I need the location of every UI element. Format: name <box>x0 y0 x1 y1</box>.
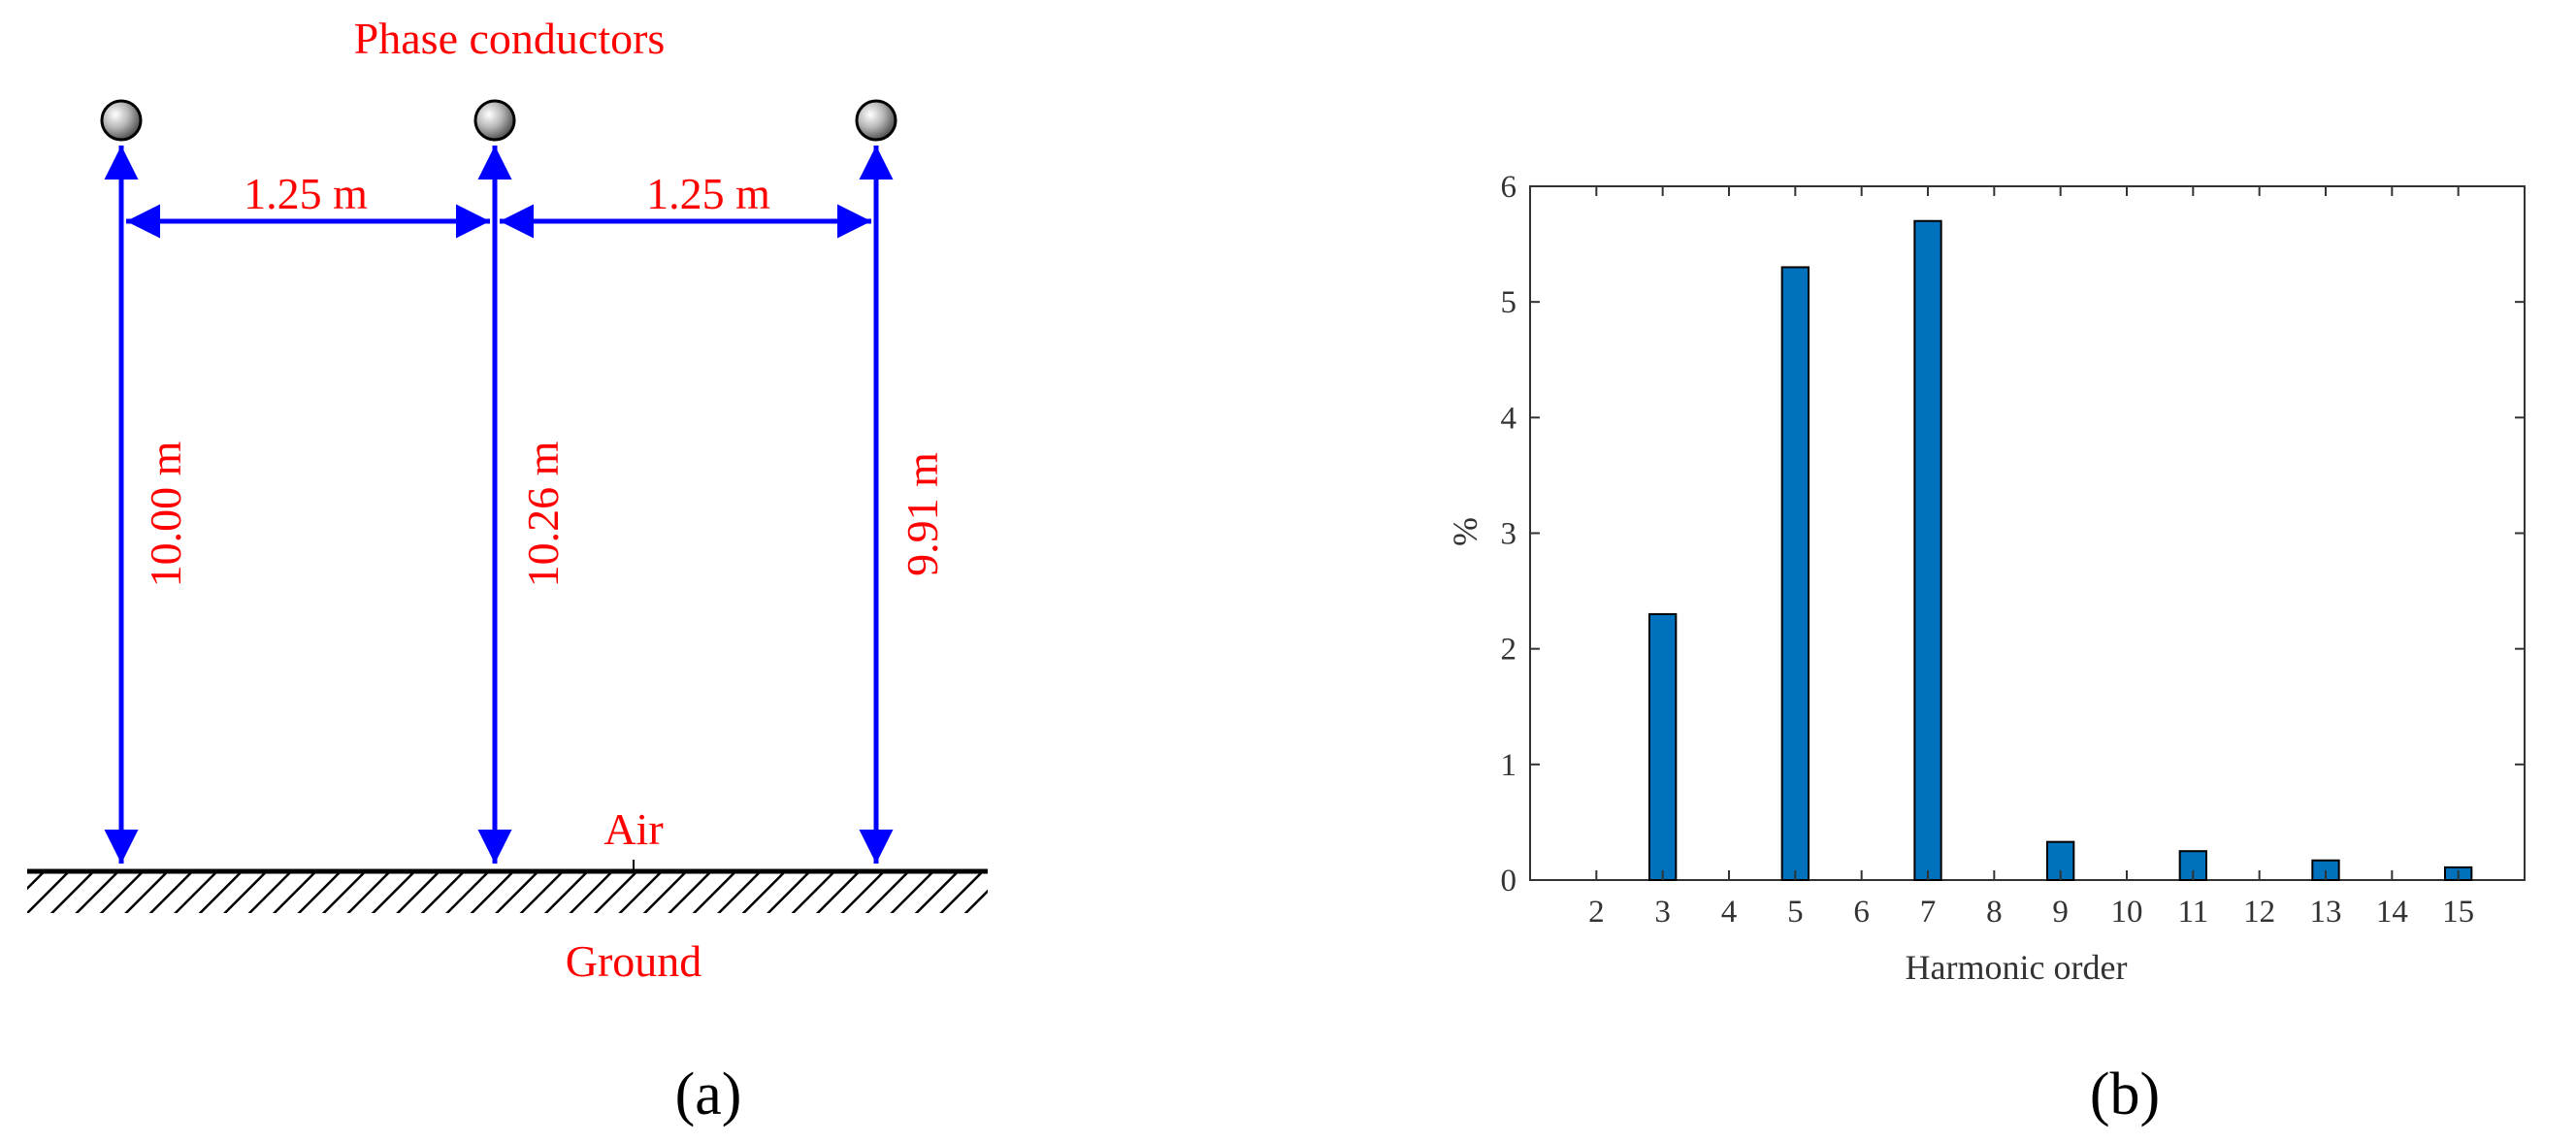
x-tick-label: 5 <box>1787 895 1804 930</box>
y-tick-label: 0 <box>1501 864 1517 898</box>
sphere-icon <box>857 101 896 140</box>
conductor-left <box>102 101 141 140</box>
chart-axes <box>1530 186 2525 880</box>
sphere-icon <box>102 101 141 140</box>
x-axis-title: Harmonic order <box>1906 948 2128 987</box>
x-tick-label: 12 <box>2243 895 2275 930</box>
ground-label: Ground <box>566 936 702 986</box>
spacing-label-left: 1.25 m <box>244 169 368 218</box>
air-label: Air <box>603 804 663 854</box>
conductor-right <box>857 101 896 140</box>
bar-harmonic-5 <box>1782 267 1809 880</box>
bar-harmonic-7 <box>1914 221 1940 880</box>
x-tick-label: 15 <box>2442 895 2474 930</box>
x-tick-label: 6 <box>1853 895 1870 930</box>
y-tick-label: 2 <box>1501 633 1517 668</box>
y-tick-label: 3 <box>1501 517 1517 552</box>
chart-x-ticks: 2 3 4 5 6 7 8 9 10 11 12 13 14 15 <box>1588 186 2474 930</box>
y-tick-label: 1 <box>1501 748 1517 783</box>
x-tick-label: 10 <box>2111 895 2143 930</box>
x-tick-label: 13 <box>2310 895 2342 930</box>
height-label-middle: 10.26 m <box>518 441 568 587</box>
height-label-left: 10.00 m <box>141 441 190 587</box>
x-tick-label: 11 <box>2177 895 2208 930</box>
x-tick-label: 2 <box>1588 895 1605 930</box>
y-tick-label: 4 <box>1501 401 1517 436</box>
panel-a-diagram: Phase conductors 1.25 m 1.25 m 10.00 m 1… <box>27 14 988 1127</box>
sphere-icon <box>475 101 514 140</box>
conductor-middle <box>475 101 514 140</box>
x-tick-label: 7 <box>1920 895 1937 930</box>
x-tick-label: 8 <box>1986 895 2003 930</box>
x-tick-label: 3 <box>1654 895 1671 930</box>
ground-hatching <box>27 871 988 913</box>
y-axis-title: % <box>1446 517 1484 546</box>
y-tick-label: 6 <box>1501 170 1517 205</box>
phase-conductors-title: Phase conductors <box>354 14 666 63</box>
panel-a-label: (a) <box>675 1061 742 1127</box>
plot-frame <box>1530 186 2525 880</box>
y-tick-label: 5 <box>1501 285 1517 320</box>
panel-b-label: (b) <box>2090 1061 2160 1127</box>
x-tick-label: 9 <box>2052 895 2069 930</box>
height-label-right: 9.91 m <box>897 452 947 576</box>
x-tick-label: 4 <box>1721 895 1738 930</box>
chart-bars <box>1649 221 2471 880</box>
spacing-label-right: 1.25 m <box>646 169 770 218</box>
bar-harmonic-3 <box>1649 614 1676 880</box>
x-tick-label: 14 <box>2376 895 2408 930</box>
